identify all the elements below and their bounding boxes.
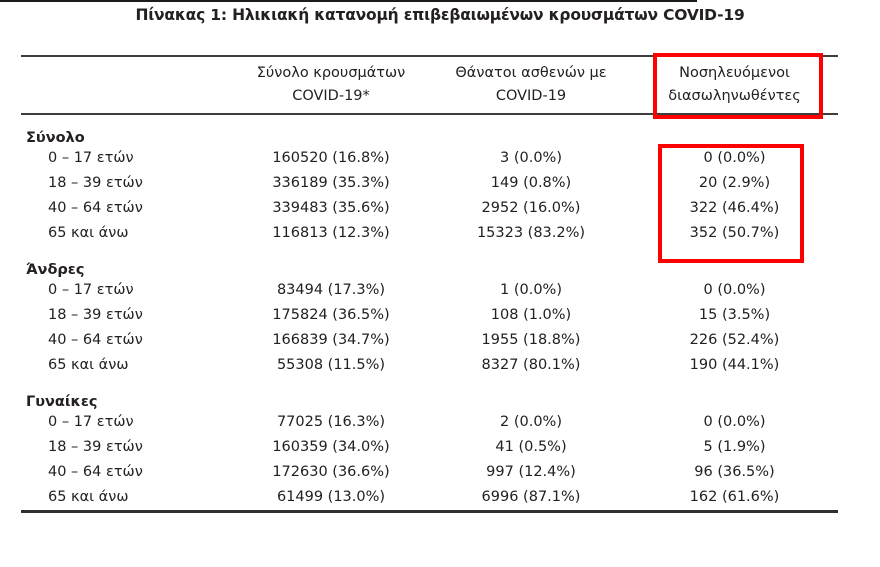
intubated-cell: 352 (50.7%)	[689, 225, 780, 241]
table-row: 65 και άνω 61499 (13.0%) 6996 (87.1%) 162 (…	[21, 485, 838, 512]
section-label: Σύνολο	[26, 130, 85, 146]
table-row: 18 – 39 ετών 160359 (34.0%) 41 (0.5%) 5 (1.…	[21, 435, 838, 460]
age-label-cell: 40 – 64 ετών	[48, 332, 143, 348]
cases-cell: 116813 (12.3%)	[272, 225, 390, 241]
intubated-cell: 226 (52.4%)	[689, 332, 780, 348]
column-header-cases-line2: COVID-19*	[292, 88, 370, 104]
age-label-cell: 0 – 17 ετών	[48, 150, 134, 166]
deaths-cell: 15323 (83.2%)	[476, 225, 586, 241]
table-row: 40 – 64 ετών 172630 (36.6%) 997 (12.4%) 96 …	[21, 460, 838, 485]
section-row: Άνδρες	[21, 246, 838, 278]
column-header-deaths-line2: COVID-19	[495, 88, 567, 104]
section-row: Γυναίκες	[21, 378, 838, 410]
column-header-deaths: Θάνατοι ασθενών με COVID-19	[431, 55, 631, 115]
deaths-cell: 41 (0.5%)	[495, 439, 567, 455]
intubated-cell: 15 (3.5%)	[698, 307, 771, 323]
intubated-cell: 0 (0.0%)	[703, 282, 766, 298]
deaths-cell: 3 (0.0%)	[500, 150, 562, 166]
cases-cell: 172630 (36.6%)	[272, 464, 390, 480]
intubated-cell: 20 (2.9%)	[698, 175, 771, 191]
column-header-cases-line1: Σύνολο κρουσμάτων	[256, 65, 406, 81]
deaths-cell: 149 (0.8%)	[490, 175, 572, 191]
cases-cell: 83494 (17.3%)	[276, 282, 386, 298]
column-header-intubated: Νοσηλευόμενοι διασωληνωθέντες	[631, 55, 838, 115]
deaths-cell: 997 (12.4%)	[486, 464, 576, 480]
deaths-cell: 8327 (80.1%)	[481, 357, 581, 373]
table-row: 18 – 39 ετών 175824 (36.5%) 108 (1.0%) 15 (…	[21, 303, 838, 328]
age-distribution-table-wrap: Σύνολο κρουσμάτων COVID-19* Θάνατοι ασθε…	[21, 55, 838, 513]
intubated-cell: 190 (44.1%)	[689, 357, 780, 373]
age-label-cell: 18 – 39 ετών	[48, 439, 143, 455]
table-row: 18 – 39 ετών 336189 (35.3%) 149 (0.8%) 20 (…	[21, 171, 838, 196]
cases-cell: 336189 (35.3%)	[272, 175, 390, 191]
column-header-deaths-line1: Θάνατοι ασθενών με	[455, 65, 607, 81]
age-label-cell: 40 – 64 ετών	[48, 200, 143, 216]
intubated-cell: 322 (46.4%)	[689, 200, 780, 216]
cases-cell: 77025 (16.3%)	[276, 414, 386, 430]
age-label-cell: 65 και άνω	[48, 489, 129, 505]
cases-cell: 166839 (34.7%)	[272, 332, 390, 348]
age-distribution-table: Σύνολο κρουσμάτων COVID-19* Θάνατοι ασθε…	[21, 55, 838, 513]
deaths-cell: 6996 (87.1%)	[481, 489, 581, 505]
deaths-cell: 1955 (18.8%)	[481, 332, 581, 348]
cases-cell: 160520 (16.8%)	[272, 150, 390, 166]
section-row: Σύνολο	[21, 114, 838, 146]
age-label-cell: 65 και άνω	[48, 225, 129, 241]
age-label-cell: 40 – 64 ετών	[48, 464, 143, 480]
column-header-intubated-line2: διασωληνωθέντες	[668, 88, 801, 104]
table-row: 40 – 64 ετών 339483 (35.6%) 2952 (16.0%) 32…	[21, 196, 838, 221]
section-label: Άνδρες	[26, 262, 85, 278]
intubated-cell: 96 (36.5%)	[694, 464, 775, 480]
table-title: Πίνακας 1: Ηλικιακή κατανομή επιβεβαιωμέ…	[135, 6, 745, 24]
deaths-cell: 2 (0.0%)	[500, 414, 562, 430]
cases-cell: 61499 (13.0%)	[276, 489, 386, 505]
age-label-cell: 0 – 17 ετών	[48, 414, 134, 430]
table-row: 0 – 17 ετών 77025 (16.3%) 2 (0.0%) 0 (0.0%)	[21, 410, 838, 435]
section-label: Γυναίκες	[26, 394, 98, 410]
age-label-cell: 0 – 17 ετών	[48, 282, 134, 298]
column-header-intubated-line1: Νοσηλευόμενοι	[679, 65, 790, 81]
table-row: 65 και άνω 55308 (11.5%) 8327 (80.1%) 190 (…	[21, 353, 838, 378]
deaths-cell: 1 (0.0%)	[500, 282, 562, 298]
table-row: 0 – 17 ετών 83494 (17.3%) 1 (0.0%) 0 (0.0%)	[21, 278, 838, 303]
top-border-line	[0, 0, 697, 2]
table-row: 65 και άνω 116813 (12.3%) 15323 (83.2%) 352…	[21, 221, 838, 246]
intubated-cell: 0 (0.0%)	[703, 414, 766, 430]
intubated-cell: 0 (0.0%)	[703, 150, 766, 166]
age-label-cell: 18 – 39 ετών	[48, 307, 143, 323]
cases-cell: 339483 (35.6%)	[272, 200, 390, 216]
age-label-cell: 65 και άνω	[48, 357, 129, 373]
intubated-cell: 162 (61.6%)	[689, 489, 780, 505]
table-row: 40 – 64 ετών 166839 (34.7%) 1955 (18.8%) 22…	[21, 328, 838, 353]
cases-cell: 175824 (36.5%)	[272, 307, 390, 323]
table-row: 0 – 17 ετών 160520 (16.8%) 3 (0.0%) 0 (0.0%…	[21, 146, 838, 171]
intubated-cell: 5 (1.9%)	[703, 439, 766, 455]
column-header-empty	[21, 55, 231, 115]
deaths-cell: 2952 (16.0%)	[481, 200, 581, 216]
deaths-cell: 108 (1.0%)	[490, 307, 572, 323]
age-label-cell: 18 – 39 ετών	[48, 175, 143, 191]
column-header-cases: Σύνολο κρουσμάτων COVID-19*	[231, 55, 431, 115]
cases-cell: 160359 (34.0%)	[272, 439, 390, 455]
header-row: Σύνολο κρουσμάτων COVID-19* Θάνατοι ασθε…	[21, 55, 838, 115]
cases-cell: 55308 (11.5%)	[276, 357, 386, 373]
